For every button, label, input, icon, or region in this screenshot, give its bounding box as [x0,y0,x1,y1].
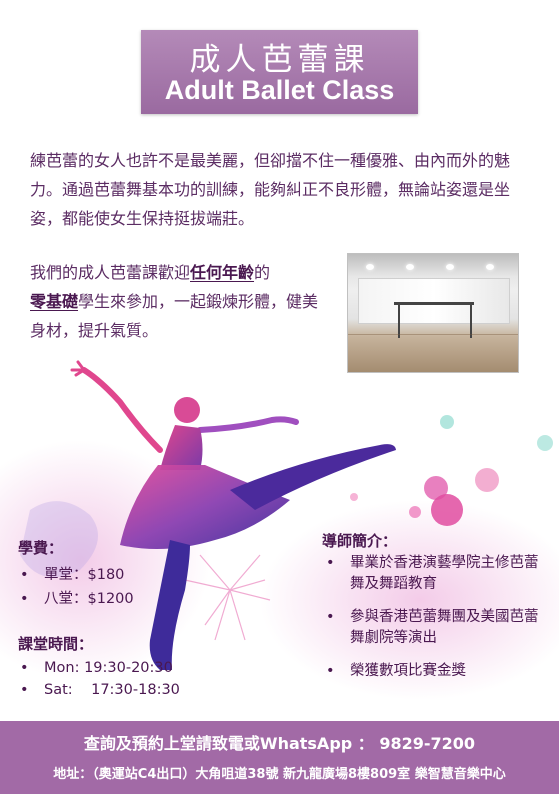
dancer-head [174,397,200,423]
dancer-arm-right [197,416,299,433]
watercolor-splash [260,500,559,700]
footer-bar: 查詢及預約上堂請致電或WhatsApp ： 9829-7200 地址：（奧運站C… [0,721,559,794]
watercolor-splash [20,501,98,578]
tutor-heading: 導師簡介： [322,532,398,550]
studio-mirror [358,278,510,324]
decor-circle [537,435,553,451]
ceiling-light [486,264,494,270]
title-english: Adult Ballet Class [164,75,395,105]
floor-line [348,334,518,335]
welcome-text-2: 的 [254,263,271,282]
contact-line: 查詢及預約上堂請致電或WhatsApp ： 9829-7200 [83,734,476,753]
fee-list: 單堂：$180 八堂：$1200 [18,563,134,611]
welcome-emphasis-beginner: 零基礎 [30,292,79,311]
schedule-heading: 課堂時間： [18,635,94,653]
photo-ceiling [348,254,518,276]
ballet-barre [394,302,474,305]
firework-lines [184,554,271,641]
ceiling-light [406,264,414,270]
tutor-list: 畢業於香港演藝學院主修芭蕾舞及舞蹈教育 參與香港芭蕾舞團及美國芭蕾舞劇院等演出 … [324,553,544,694]
decor-circle [475,468,499,492]
fee-heading: 學費： [18,539,64,557]
dancer-leg-extended [230,444,396,510]
welcome-emphasis-age: 任何年齡 [190,263,255,282]
fee-item: 單堂：$180 [18,563,134,587]
schedule-item: Mon: 19:30-20:30 [18,657,180,679]
intro-paragraph: 練芭蕾的女人也許不是最美麗，但卻擋不住一種優雅、由內而外的魅力。通過芭蕾舞基本功… [30,151,511,228]
decor-circle [440,415,454,429]
title-chinese: 成人芭蕾課 [189,42,370,78]
dancer-arm-left [81,367,163,453]
welcome-paragraph: 我們的成人芭蕾課歡迎任何年齡的零基礎學生來參加，一起鍛煉形體，健美身材，提升氣質… [30,258,330,345]
address-line: 地址：（奧運站C4出口）大角咀道38號 新九龍廣場8樓809室 樂智慧音樂中心 [53,767,506,782]
welcome-text-3: 學生來參加，一起鍛煉形體，健美身材，提升氣質。 [30,292,319,340]
dancer-illustration [0,360,559,700]
barre-leg [398,302,400,338]
schedule-item: Sat: 17:30-18:30 [18,679,180,701]
studio-photo [347,253,519,373]
dancer-leg-standing [149,540,190,670]
tutor-item: 參與香港芭蕾舞團及美國芭蕾舞劇院等演出 [324,607,544,649]
ceiling-light [446,264,454,270]
title-banner: 成人芭蕾課 Adult Ballet Class [141,30,418,114]
welcome-text-1: 我們的成人芭蕾課歡迎 [30,263,191,282]
dancer-hand-left [70,360,86,377]
dancer-torso [160,425,203,470]
tutor-item: 畢業於香港演藝學院主修芭蕾舞及舞蹈教育 [324,553,544,595]
fee-item: 八堂：$1200 [18,587,134,611]
ceiling-light [366,264,374,270]
decor-circle [350,493,358,501]
decor-circle [431,494,463,526]
barre-leg [470,302,472,338]
schedule-list: Mon: 19:30-20:30 Sat: 17:30-18:30 [18,657,180,701]
tutor-item: 榮獲數項比賽金獎 [324,661,544,682]
decor-circle [409,506,421,518]
decor-circle [424,476,448,500]
